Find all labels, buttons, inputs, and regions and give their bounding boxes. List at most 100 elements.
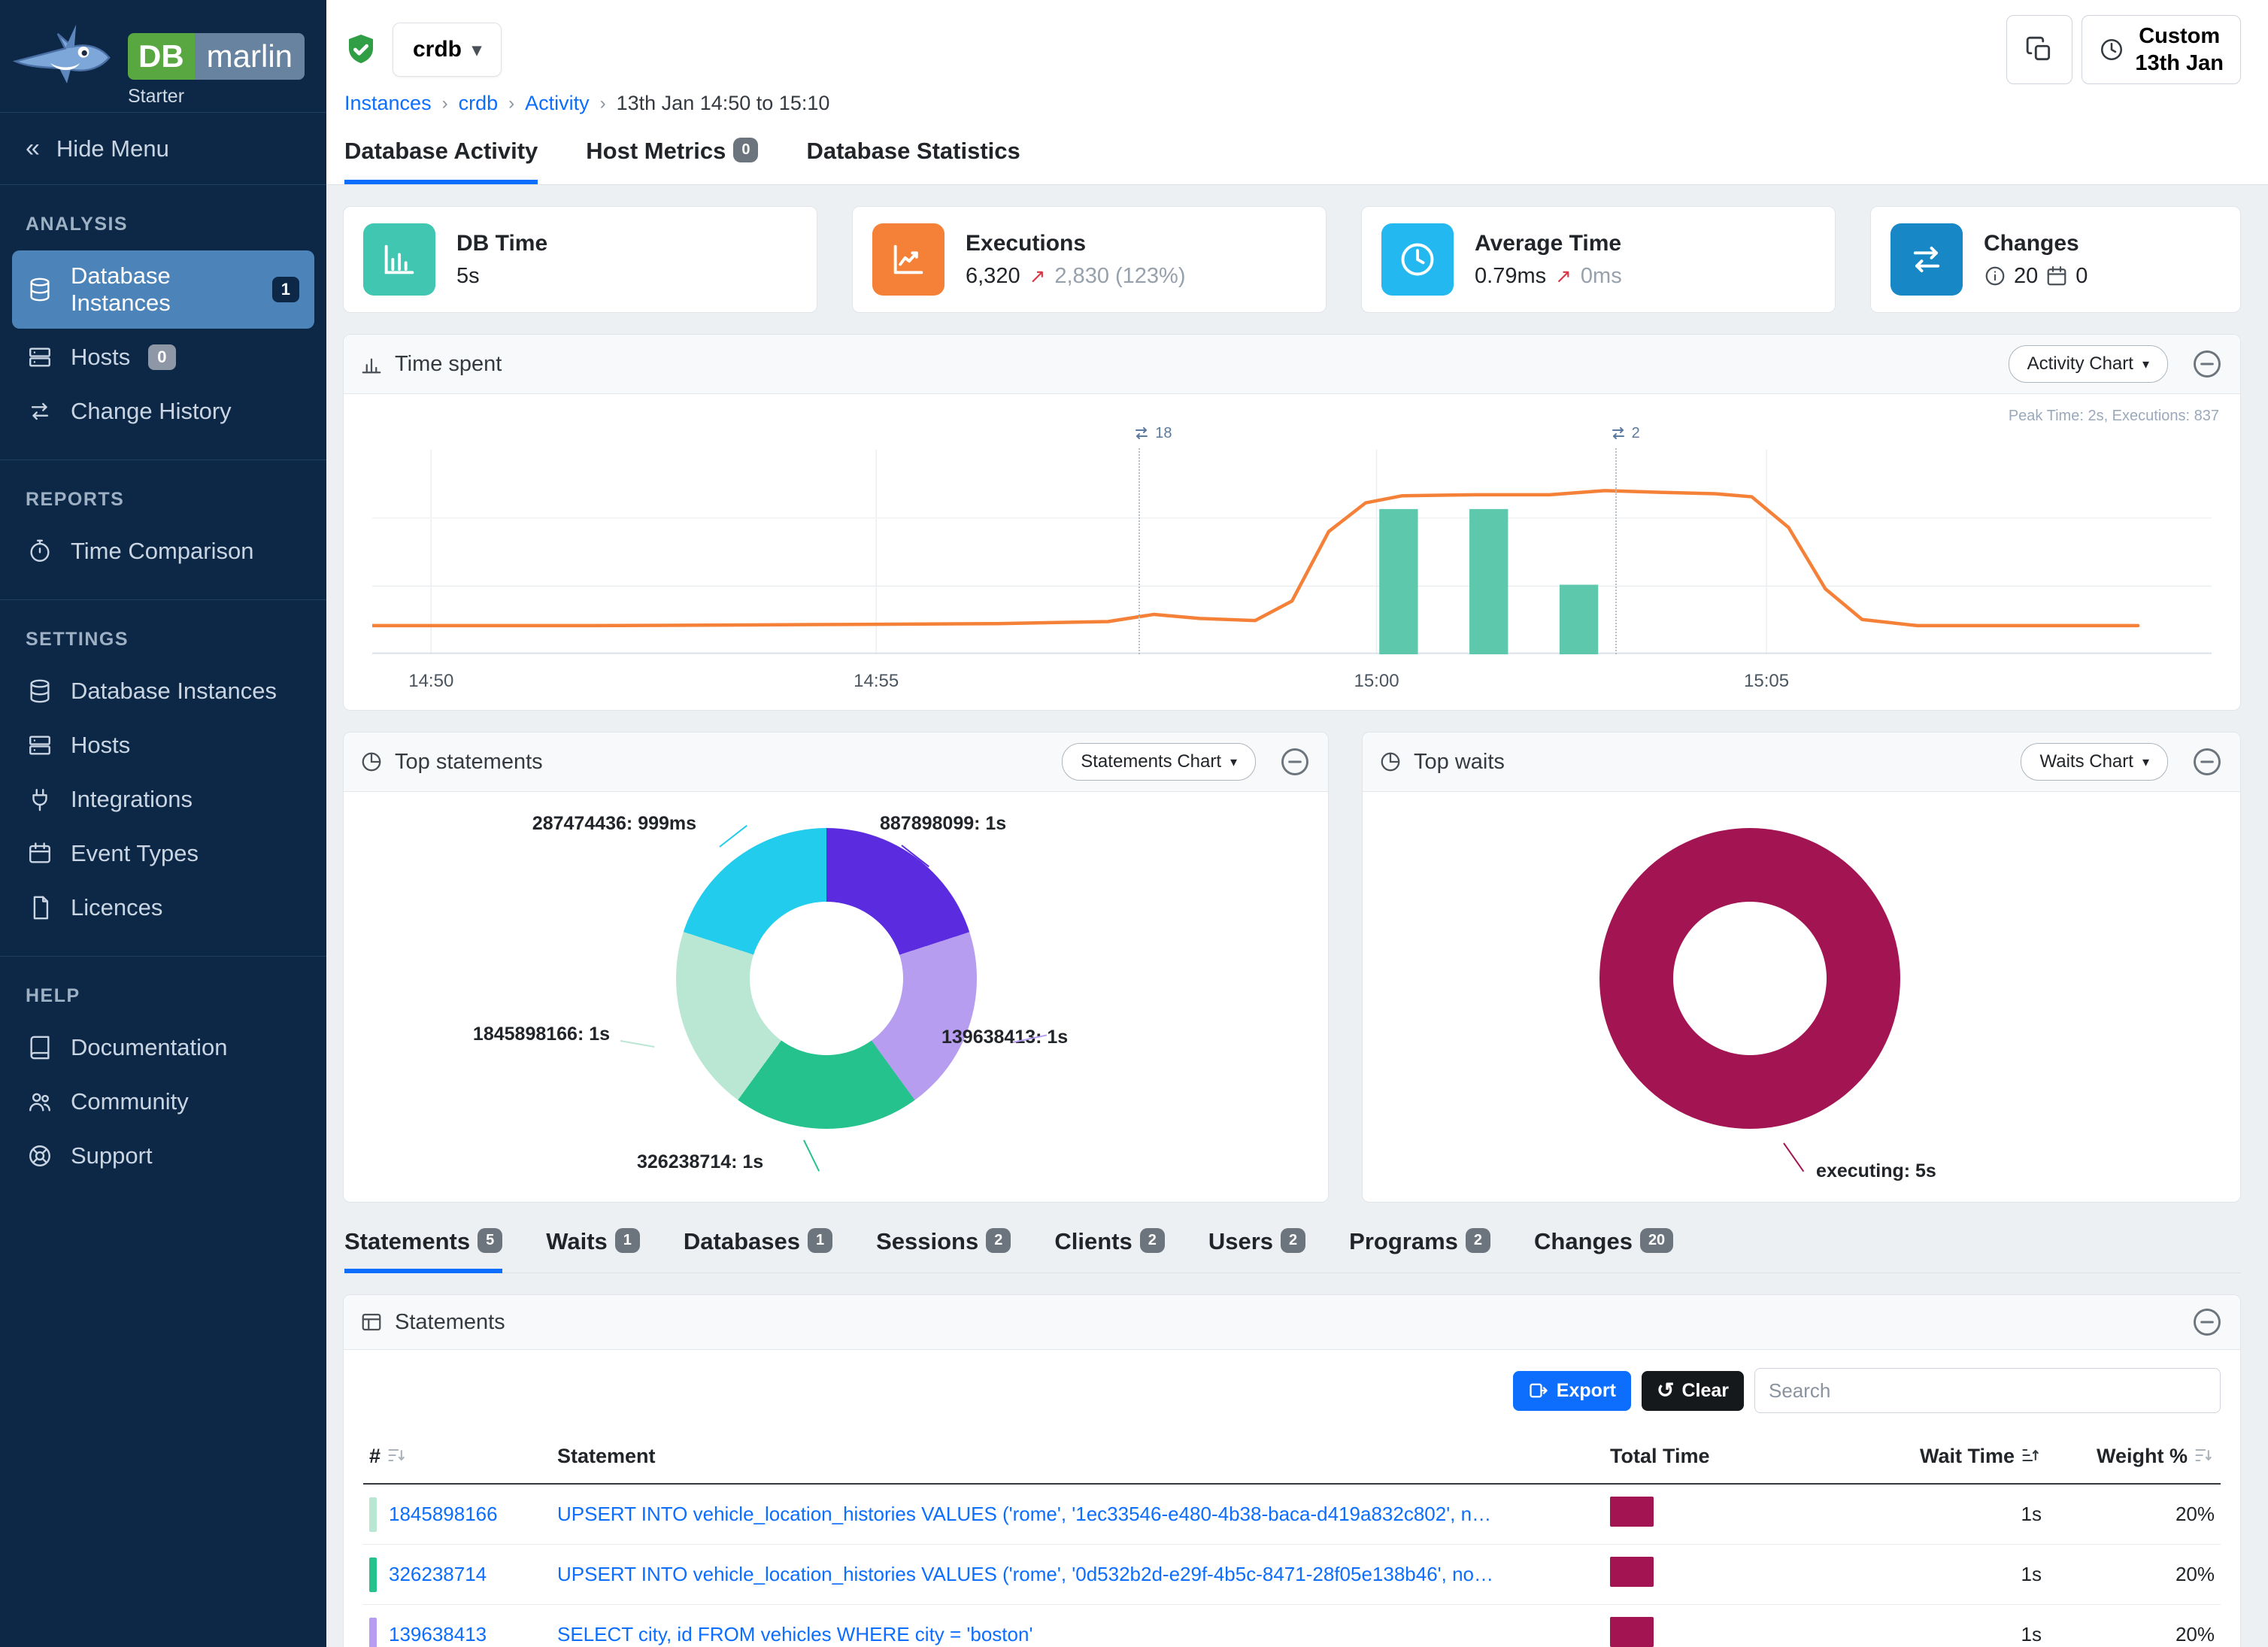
sidebar-item-database-instances[interactable]: Database Instances — [12, 666, 314, 717]
brand-db: DB — [128, 33, 195, 80]
statement-id-link[interactable]: 139638413 — [389, 1623, 487, 1645]
statements-panel: Statements Export ↺ Clear — [343, 1294, 2241, 1647]
kpi-title: DB Time — [456, 230, 548, 256]
brand-edition: Starter — [128, 86, 185, 107]
detail-tab-clients[interactable]: Clients 2 — [1054, 1228, 1165, 1272]
search-input[interactable] — [1754, 1368, 2221, 1413]
sidebar-item-label: Database Instances — [71, 262, 171, 316]
column-header-statement[interactable]: Statement — [551, 1430, 1604, 1485]
donut-slice-label: 139638413: 1s — [941, 1027, 1069, 1048]
sidebar-section-title: ANALYSIS — [26, 214, 129, 235]
column-header-total-time[interactable]: Total Time — [1604, 1430, 1800, 1485]
x-axis-tick: 15:05 — [1744, 671, 1790, 691]
panel-title: Time spent — [395, 351, 502, 376]
sidebar-item-badge: 0 — [148, 344, 176, 370]
detail-tab-badge: 5 — [478, 1228, 503, 1253]
brand-text: DB marlin Starter — [128, 33, 305, 108]
sidebar-item-change-history[interactable]: Change History — [12, 386, 314, 437]
sidebar-section: REPORTS Time Comparison — [0, 460, 326, 599]
hide-menu-button[interactable]: « Hide Menu — [0, 112, 326, 185]
chevron-down-icon: ▾ — [2142, 754, 2149, 769]
statements-chart-select[interactable]: Statements Chart ▾ — [1062, 743, 1257, 781]
detail-tab-badge: 2 — [1281, 1228, 1306, 1253]
instance-selector[interactable]: crdb ▾ — [393, 23, 502, 77]
column-header-weight[interactable]: Weight % — [2048, 1430, 2221, 1485]
statement-text-link[interactable]: UPSERT INTO vehicle_location_histories V… — [557, 1563, 1497, 1585]
clear-button[interactable]: ↺ Clear — [1641, 1370, 1744, 1411]
detail-tab-programs[interactable]: Programs 2 — [1349, 1228, 1491, 1272]
breadcrumb-separator: › — [441, 93, 448, 114]
activity-chart-select[interactable]: Activity Chart ▾ — [2008, 345, 2168, 383]
statement-id-link[interactable]: 326238714 — [389, 1563, 487, 1585]
panel-title: Top statements — [395, 749, 543, 774]
breadcrumb-crdb[interactable]: crdb — [458, 92, 499, 114]
statement-text-link[interactable]: UPSERT INTO vehicle_location_histories V… — [557, 1503, 1497, 1525]
executions-bar[interactable] — [1559, 584, 1599, 654]
detail-tab-label: Clients — [1054, 1228, 1132, 1254]
breadcrumb-activity[interactable]: Activity — [525, 92, 590, 114]
time-spent-panel: Time spent Activity Chart ▾ Peak Time: 2s… — [343, 334, 2241, 711]
sidebar-item-hosts[interactable]: Hosts — [12, 720, 314, 771]
statement-color-bar — [369, 1617, 377, 1647]
breadcrumb-instances[interactable]: Instances — [344, 92, 432, 114]
sidebar-item-hosts[interactable]: Hosts 0 — [12, 332, 314, 383]
kpi-delta: 2,830 (123%) — [1054, 263, 1186, 288]
detail-tab-sessions[interactable]: Sessions 2 — [876, 1228, 1011, 1272]
time-range-date: 13th Jan — [2135, 51, 2224, 75]
db-time-line[interactable] — [372, 490, 2138, 626]
sidebar-item-integrations[interactable]: Integrations — [12, 774, 314, 825]
column-header-num[interactable]: # — [363, 1430, 551, 1485]
line-chart-icon — [872, 223, 944, 296]
executions-bar[interactable] — [1379, 508, 1418, 654]
copy-link-button[interactable] — [2006, 15, 2073, 84]
kpi-value: 5s — [456, 263, 480, 288]
collapse-panel-button[interactable] — [2191, 1306, 2224, 1339]
detail-tab-databases[interactable]: Databases 1 — [684, 1228, 833, 1272]
export-button[interactable]: Export — [1512, 1370, 1631, 1411]
donut-hole — [1673, 902, 1827, 1055]
time-range-button[interactable]: Custom 13th Jan — [2082, 15, 2241, 84]
statements-donut-chart[interactable]: 887898099: 1s 139638413: 1s 326238714: 1s 1… — [344, 792, 1328, 1202]
community-icon — [27, 1089, 53, 1115]
detail-tab-badge: 1 — [807, 1228, 833, 1253]
sidebar-item-licences[interactable]: Licences — [12, 882, 314, 933]
sidebar-item-database-instances[interactable]: Database Instances 1 — [12, 250, 314, 329]
tab-database-activity[interactable]: Database Activity — [344, 138, 538, 184]
detail-tab-statements[interactable]: Statements 5 — [344, 1228, 503, 1273]
clock-icon — [2101, 38, 2123, 61]
waits-chart-select[interactable]: Waits Chart ▾ — [2021, 743, 2168, 781]
sidebar-item-label: Event Types — [71, 840, 199, 866]
tab-host-metrics[interactable]: Host Metrics 0 — [586, 138, 759, 184]
collapse-panel-button[interactable] — [2191, 745, 2224, 778]
weight-value: 20% — [2175, 1503, 2215, 1525]
sidebar-item-community[interactable]: Community — [12, 1076, 314, 1127]
change-annotation-label: 2 — [1609, 424, 1640, 442]
sidebar-section-title: REPORTS — [26, 489, 125, 510]
sidebar-item-documentation[interactable]: Documentation — [12, 1022, 314, 1073]
tab-database-statistics[interactable]: Database Statistics — [806, 138, 1020, 164]
statement-id-link[interactable]: 1845898166 — [389, 1503, 498, 1525]
collapse-panel-button[interactable] — [1278, 745, 1311, 778]
top-statements-panel: Top statements Statements Chart ▾ 8878980… — [343, 732, 1330, 1203]
x-axis-tick: 14:55 — [854, 671, 899, 691]
undo-icon: ↺ — [1656, 1379, 1675, 1402]
export-icon — [1530, 1383, 1548, 1398]
detail-tab-users[interactable]: Users 2 — [1208, 1228, 1306, 1272]
leader-line — [1783, 1142, 1805, 1172]
sidebar-item-event-types[interactable]: Event Types — [12, 828, 314, 879]
panel-title: Top waits — [1414, 749, 1505, 774]
detail-tab-waits[interactable]: Waits 1 — [546, 1228, 640, 1272]
statement-text-link[interactable]: SELECT city, id FROM vehicles WHERE city… — [557, 1623, 1033, 1645]
statements-toolbar: Export ↺ Clear — [344, 1350, 2240, 1419]
stopwatch-icon — [27, 538, 53, 564]
time-spent-chart[interactable]: Peak Time: 2s, Executions: 837 14:50 14:5… — [362, 399, 2222, 707]
executions-bar[interactable] — [1469, 508, 1508, 654]
sidebar-item-time-comparison[interactable]: Time Comparison — [12, 526, 314, 577]
waits-donut-chart[interactable]: executing: 5s — [1363, 792, 2240, 1202]
database-icon — [27, 678, 53, 704]
sidebar-item-support[interactable]: Support — [12, 1130, 314, 1181]
collapse-panel-button[interactable] — [2191, 347, 2224, 381]
detail-tab-changes[interactable]: Changes 20 — [1534, 1228, 1674, 1272]
column-header-wait-time[interactable]: Wait Time — [1800, 1430, 2048, 1485]
detail-tab-label: Changes — [1534, 1228, 1633, 1254]
